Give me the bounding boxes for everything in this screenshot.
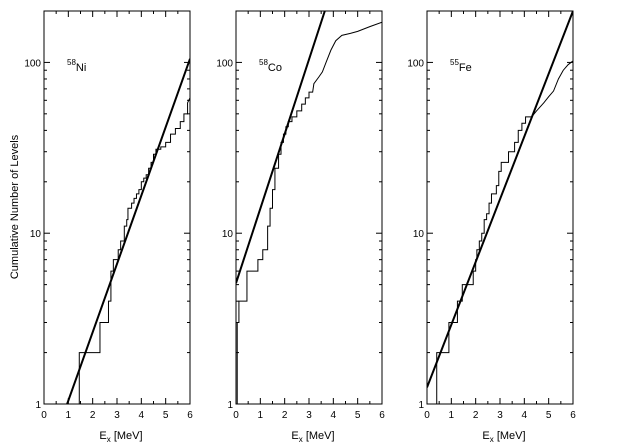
nucleus-symbol: Ni bbox=[76, 62, 86, 74]
y-tick-label: 100 bbox=[24, 58, 41, 69]
x-tick-label: 1 bbox=[258, 410, 264, 421]
x-axis-label-unit: [MeV] bbox=[111, 430, 143, 442]
x-axis-label-sub: x bbox=[107, 435, 111, 444]
y-tick-label: 100 bbox=[216, 58, 233, 69]
x-tick-label: 0 bbox=[424, 410, 430, 421]
x-axis-label-sub: x bbox=[299, 435, 303, 444]
x-tick-label: 4 bbox=[139, 410, 145, 421]
y-tick-label: 10 bbox=[222, 229, 234, 240]
x-tick-label: 3 bbox=[114, 410, 120, 421]
x-tick-label: 2 bbox=[90, 410, 96, 421]
nucleus-mass: 58 bbox=[259, 58, 268, 67]
x-axis-label-main: E bbox=[482, 430, 489, 442]
x-tick-label: 3 bbox=[306, 410, 312, 421]
nucleus-label: 55Fe bbox=[450, 58, 472, 74]
x-axis-label-unit: [MeV] bbox=[303, 430, 335, 442]
x-tick-label: 5 bbox=[163, 410, 169, 421]
x-tick-label: 0 bbox=[233, 410, 239, 421]
x-axis-label: Ex [MeV] bbox=[99, 430, 142, 444]
x-tick-label: 1 bbox=[66, 410, 72, 421]
y-tick-label: 10 bbox=[30, 229, 42, 240]
level-staircase bbox=[78, 97, 190, 404]
nucleus-mass: 58 bbox=[67, 58, 76, 67]
x-axis-label-sub: x bbox=[490, 435, 494, 444]
x-axis-label: Ex [MeV] bbox=[482, 430, 525, 444]
x-axis-label-unit: [MeV] bbox=[494, 430, 526, 442]
x-axis-label: Ex [MeV] bbox=[291, 430, 334, 444]
x-tick-label: 3 bbox=[497, 410, 503, 421]
y-tick-label: 10 bbox=[413, 229, 425, 240]
y-tick-label: 100 bbox=[407, 58, 424, 69]
x-axis-label-main: E bbox=[99, 430, 106, 442]
nucleus-symbol: Co bbox=[268, 62, 282, 74]
x-tick-label: 0 bbox=[41, 410, 47, 421]
x-tick-label: 6 bbox=[379, 410, 385, 421]
x-tick-label: 6 bbox=[570, 410, 576, 421]
level-staircase bbox=[236, 21, 382, 404]
x-tick-label: 2 bbox=[473, 410, 479, 421]
x-tick-label: 6 bbox=[187, 410, 193, 421]
x-tick-label: 1 bbox=[449, 410, 455, 421]
y-axis-label: Cumulative Number of Levels bbox=[9, 134, 21, 279]
x-tick-label: 4 bbox=[331, 410, 337, 421]
nucleus-label: 58Ni bbox=[67, 58, 86, 74]
level-staircase bbox=[436, 60, 573, 404]
x-tick-label: 5 bbox=[546, 410, 552, 421]
fit-line bbox=[66, 58, 190, 404]
y-tick-label: 1 bbox=[418, 400, 424, 411]
fit-line bbox=[427, 11, 573, 388]
x-axis-label-main: E bbox=[291, 430, 298, 442]
x-tick-label: 5 bbox=[355, 410, 361, 421]
nucleus-label: 58Co bbox=[259, 58, 282, 74]
nucleus-symbol: Fe bbox=[459, 62, 472, 74]
x-tick-label: 2 bbox=[282, 410, 288, 421]
fit-line bbox=[236, 11, 326, 284]
x-tick-label: 4 bbox=[522, 410, 528, 421]
nucleus-mass: 55 bbox=[450, 58, 459, 67]
y-tick-label: 1 bbox=[227, 400, 233, 411]
y-tick-label: 1 bbox=[35, 400, 41, 411]
plot-frame bbox=[235, 10, 383, 405]
plot-frame bbox=[43, 10, 191, 405]
